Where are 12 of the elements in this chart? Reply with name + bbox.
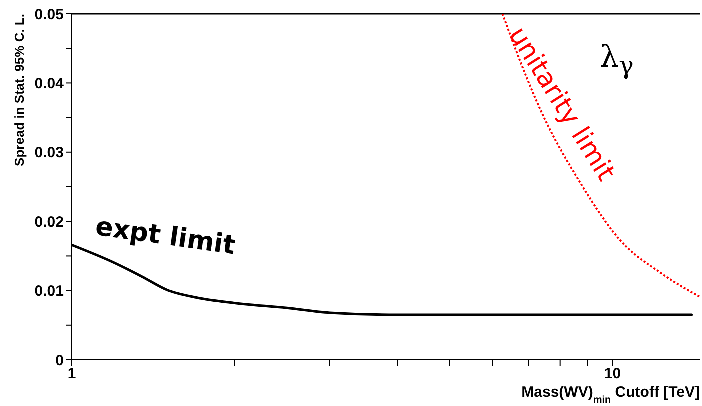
x-tick-label: 10: [604, 366, 622, 383]
y-tick-label: 0.05: [34, 6, 64, 24]
y-tick-label: 0.02: [34, 214, 64, 231]
y-tick-label: 0.03: [34, 144, 64, 162]
y-tick-label: 0.01: [34, 283, 64, 300]
text: expt limit: [94, 212, 238, 262]
y-axis-title: Spread in Stat. 95% C. L.: [12, 14, 27, 166]
y-tick-label: 0.04: [34, 76, 65, 93]
annotation: λ$_{γ}$: [600, 40, 634, 80]
y-tick-label: 0: [56, 352, 64, 370]
x-axis-title: Mass(WV)$_{min}$ Cutoff [TeV]: [522, 384, 700, 406]
x-tick-label: 1: [68, 366, 76, 383]
